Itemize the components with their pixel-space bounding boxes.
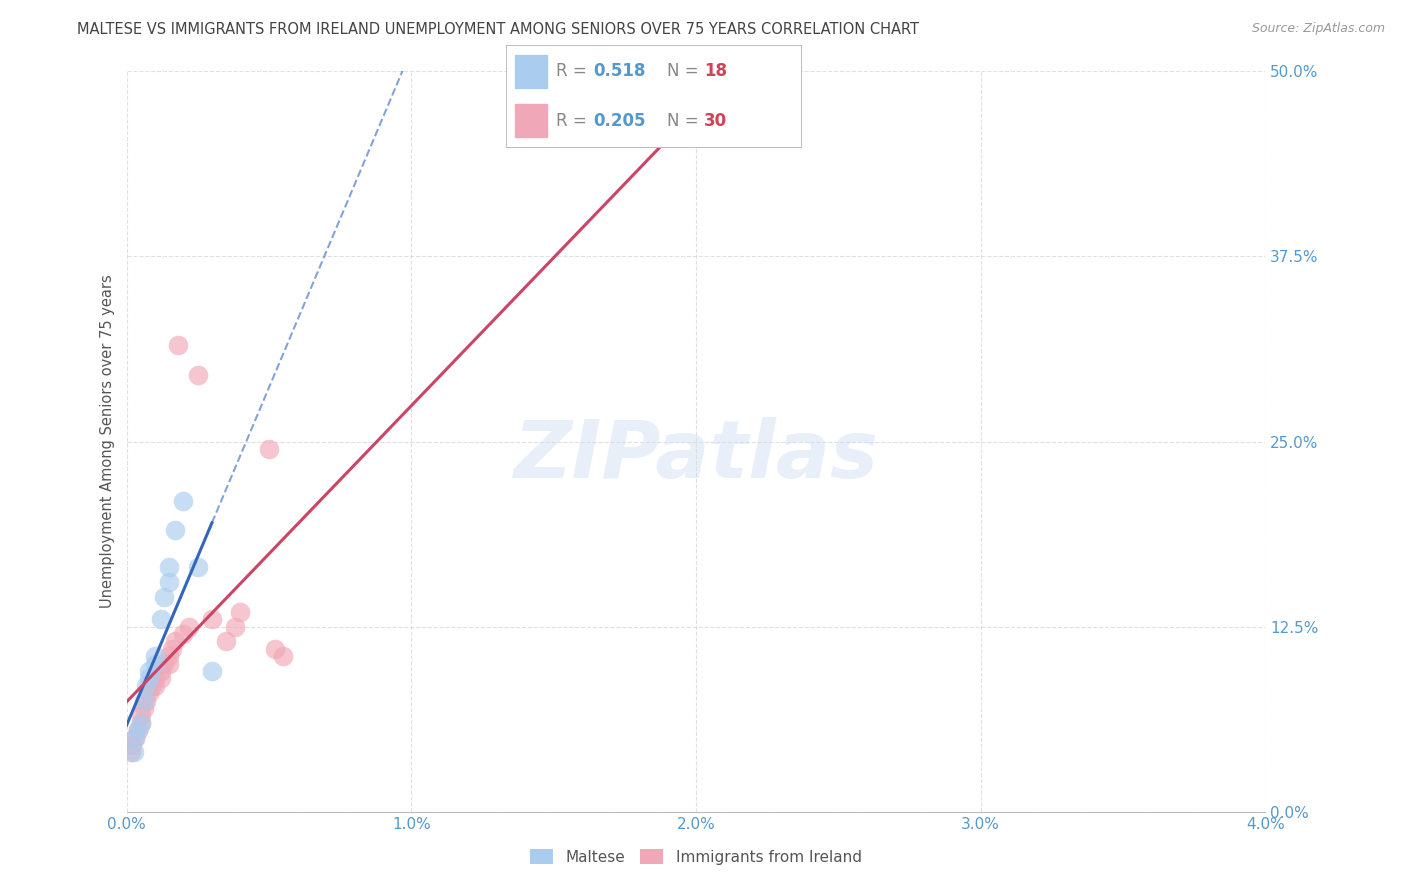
Point [149,672,172,686]
Point [187,368,209,382]
Point [157,560,180,574]
Point [271,649,294,664]
Point [201,612,224,626]
Point [257,442,280,456]
Point [127,723,149,738]
Point [152,657,174,671]
Point [129,715,152,730]
Point [187,560,209,574]
Text: 30: 30 [704,112,727,129]
Text: ZIPatlas: ZIPatlas [513,417,879,495]
Point [120,746,142,760]
Text: 18: 18 [704,62,727,80]
Bar [515,55,547,87]
Point [121,738,143,752]
Point [132,694,155,708]
Point [172,627,194,641]
Point [132,701,155,715]
Text: N =: N = [666,112,704,129]
Bar [515,104,547,137]
Y-axis label: Unemployment Among Seniors over 75 years: Unemployment Among Seniors over 75 years [100,275,115,608]
Point [149,612,172,626]
Text: R =: R = [557,62,592,80]
Point [215,634,238,648]
Text: R =: R = [557,112,592,129]
Point [127,723,149,738]
Point [122,746,145,760]
Point [263,641,285,656]
Point [152,590,174,604]
Point [166,338,188,352]
Point [138,686,160,700]
Point [224,619,246,633]
Point [135,694,157,708]
Point [163,524,186,538]
Point [201,664,224,678]
Point [157,657,180,671]
Point [129,708,152,723]
Point [138,664,160,678]
Point [160,641,183,656]
Text: 0.205: 0.205 [593,112,645,129]
Point [172,493,194,508]
Point [135,679,157,693]
Point [229,605,252,619]
Legend: Maltese, Immigrants from Ireland: Maltese, Immigrants from Ireland [524,843,868,871]
Point [179,619,201,633]
Point [129,715,152,730]
Text: MALTESE VS IMMIGRANTS FROM IRELAND UNEMPLOYMENT AMONG SENIORS OVER 75 YEARS CORR: MALTESE VS IMMIGRANTS FROM IRELAND UNEMP… [77,22,920,37]
Text: Source: ZipAtlas.com: Source: ZipAtlas.com [1251,22,1385,36]
Point [141,679,163,693]
Point [157,575,180,590]
Text: N =: N = [666,62,704,80]
Point [143,679,166,693]
Text: 0.518: 0.518 [593,62,645,80]
Point [143,672,166,686]
Point [143,657,166,671]
Point [124,731,146,745]
Point [163,634,186,648]
Point [149,664,172,678]
Point [143,649,166,664]
Point [157,649,180,664]
Point [138,672,160,686]
Point [124,731,146,745]
